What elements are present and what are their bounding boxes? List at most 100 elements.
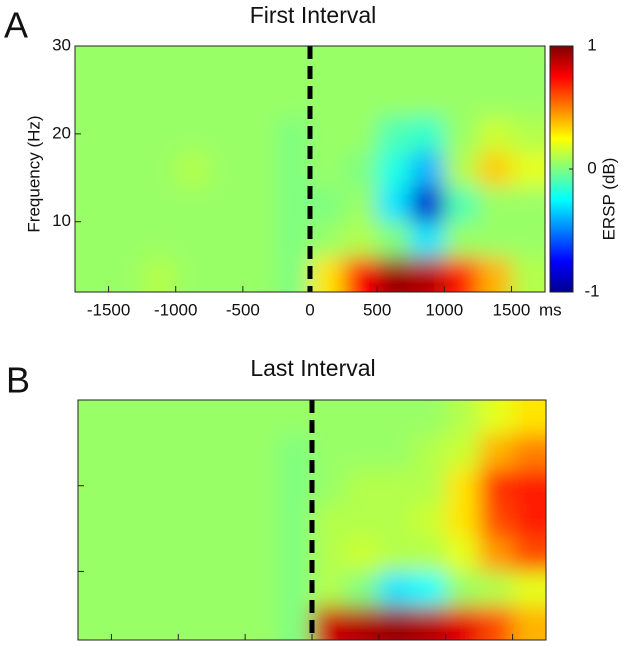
heatmap-cell xyxy=(242,221,277,258)
heatmap-cell xyxy=(111,434,146,470)
heatmap-cell xyxy=(278,571,313,607)
heatmap-cell xyxy=(108,81,143,117)
x-tick-label: 1000 xyxy=(425,300,463,319)
heatmap-cell xyxy=(242,116,277,152)
heatmap-cell xyxy=(211,571,246,607)
heatmap-cell xyxy=(175,116,210,152)
heatmap-cell xyxy=(108,256,143,292)
heatmap-cell xyxy=(144,434,179,470)
heatmap-cell xyxy=(276,116,311,152)
heatmap-cell xyxy=(345,502,380,538)
heatmap-cell xyxy=(276,151,311,188)
heatmap-cell xyxy=(108,151,143,188)
heatmap xyxy=(78,400,546,640)
heatmap-cell xyxy=(108,221,143,258)
y-axis-label: Frequency (Hz) xyxy=(24,115,43,232)
heatmap-cell xyxy=(78,502,112,538)
heatmap-cell xyxy=(310,151,345,188)
heatmap-cell xyxy=(312,434,346,470)
heatmap-cell xyxy=(345,468,380,504)
heatmap-cell xyxy=(310,256,345,292)
heatmap-cell xyxy=(175,221,210,258)
panel-title: Last Interval xyxy=(250,355,375,381)
heatmap-cell xyxy=(111,537,146,572)
heatmap-cell xyxy=(175,46,210,82)
heatmap-cell xyxy=(209,256,244,292)
heatmap-cell xyxy=(444,46,479,82)
heatmap-cell xyxy=(211,502,246,538)
x-tick-label: 0 xyxy=(305,300,314,319)
heatmap-cell xyxy=(511,81,545,117)
heatmap-cell xyxy=(445,434,480,470)
heatmap-cell xyxy=(178,434,213,470)
heatmap-cell xyxy=(75,186,110,223)
heatmap-cell xyxy=(276,221,311,258)
heatmap-cell xyxy=(511,151,545,188)
heatmap-cell xyxy=(444,151,479,188)
heatmap-cell xyxy=(142,221,177,258)
heatmap-cell xyxy=(108,116,143,152)
heatmap-cell xyxy=(312,537,346,572)
heatmap-cell xyxy=(444,81,479,117)
heatmap-cell xyxy=(512,537,546,572)
heatmap-cell xyxy=(209,81,244,117)
heatmap-cell xyxy=(477,151,512,188)
heatmap-cell xyxy=(78,400,112,435)
heatmap-cell xyxy=(377,151,412,188)
heatmap-cell xyxy=(345,537,380,572)
heatmap-cell xyxy=(512,434,546,470)
heatmap-cell xyxy=(178,400,213,435)
heatmap-cell xyxy=(477,81,512,117)
heatmap-cell xyxy=(445,537,480,572)
heatmap-cell xyxy=(276,256,311,292)
colorbar-tick-label: 1 xyxy=(587,35,596,54)
heatmap-cell xyxy=(144,400,179,435)
panel-label: A xyxy=(4,5,28,46)
heatmap-cell xyxy=(343,256,378,292)
heatmap-cell xyxy=(477,221,512,258)
heatmap-cell xyxy=(108,46,143,82)
heatmap-cell xyxy=(445,468,480,504)
heatmap-cell xyxy=(144,605,179,640)
heatmap-cell xyxy=(144,468,179,504)
heatmap-cell xyxy=(343,46,378,82)
heatmap-cell xyxy=(144,537,179,572)
heatmap-cell xyxy=(377,256,412,292)
heatmap-cell xyxy=(78,434,112,470)
heatmap-cell xyxy=(312,605,346,640)
heatmap-cell xyxy=(242,186,277,223)
heatmap-cell xyxy=(178,571,213,607)
heatmap-cell xyxy=(312,502,346,538)
heatmap-cell xyxy=(310,46,345,82)
heatmap-cell xyxy=(377,116,412,152)
heatmap-cell xyxy=(479,468,514,504)
heatmap-cell xyxy=(512,571,546,607)
heatmap-cell xyxy=(445,502,480,538)
heatmap-cell xyxy=(479,502,514,538)
heatmap-cell xyxy=(512,400,546,435)
heatmap-cell xyxy=(245,434,280,470)
heatmap-cell xyxy=(142,186,177,223)
heatmap-cell xyxy=(78,571,112,607)
heatmap-cell xyxy=(479,605,514,640)
heatmap-cell xyxy=(278,400,313,435)
heatmap-cell xyxy=(378,400,413,435)
heatmap-cell xyxy=(242,256,277,292)
heatmap-cell xyxy=(142,116,177,152)
heatmap-cell xyxy=(111,502,146,538)
heatmap-cell xyxy=(410,221,445,258)
heatmap-cell xyxy=(242,151,277,188)
heatmap-cell xyxy=(312,400,346,435)
heatmap-cell xyxy=(310,221,345,258)
x-tick-label: 500 xyxy=(363,300,391,319)
heatmap-clip xyxy=(75,46,545,292)
heatmap-cell xyxy=(175,151,210,188)
heatmap-cell xyxy=(75,221,110,258)
heatmap-cell xyxy=(211,400,246,435)
heatmap-cell xyxy=(479,571,514,607)
heatmap-cell xyxy=(378,468,413,504)
heatmap-cell xyxy=(343,186,378,223)
heatmap-cell xyxy=(78,468,112,504)
heatmap-cell xyxy=(209,116,244,152)
heatmap-cell xyxy=(108,186,143,223)
